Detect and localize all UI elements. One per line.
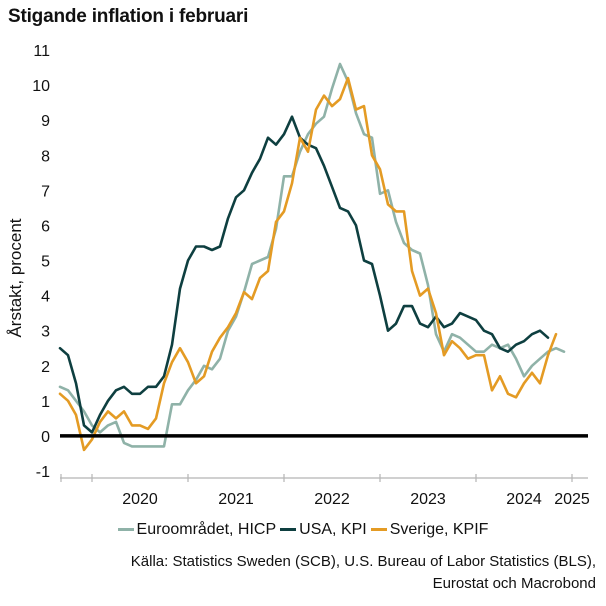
x-tick-label: 2023: [410, 491, 446, 508]
legend-item: USA, KPI: [280, 521, 367, 539]
y-tick-label: 0: [41, 429, 50, 446]
y-tick-label: -1: [36, 464, 50, 481]
series-lines: [58, 62, 566, 452]
y-tick-label: 4: [41, 289, 50, 306]
x-tick-label: 2022: [314, 491, 350, 508]
y-tick-label: 5: [41, 254, 50, 271]
series-line-2: [58, 115, 550, 434]
source-note: Källa: Statistics Sweden (SCB), U.S. Bur…: [6, 551, 596, 595]
y-axis-label: Årstakt, procent: [6, 218, 25, 337]
source-line-2: Eurostat och Macrobond: [432, 575, 596, 592]
y-tick-label: 2: [41, 359, 50, 376]
y-tick-labels: -1 0 1 2 3 4 5 6 7 8 9 10 11: [32, 43, 50, 481]
series-line-3: [58, 76, 558, 452]
y-tick-label: 6: [41, 218, 50, 235]
legend-swatch: [370, 528, 387, 531]
x-tick-label: 2020: [122, 491, 158, 508]
series-line-1: [58, 62, 566, 448]
x-tick-labels: 2020 2021 2022 2023 2024 2025: [122, 491, 590, 508]
y-tick-label: 3: [41, 324, 50, 341]
legend-item: Sverige, KPIF: [370, 520, 489, 539]
y-tick-label: 8: [41, 148, 50, 165]
y-tick-label: 7: [41, 183, 50, 200]
x-tick-label: 2024: [506, 491, 542, 508]
y-tick-label: 11: [33, 43, 50, 60]
x-tick-label: 2021: [218, 491, 254, 508]
y-tick-label: 9: [41, 113, 50, 130]
source-line-1: Källa: Statistics Sweden (SCB), U.S. Bur…: [130, 553, 596, 570]
legend: Euroområdet, HICP USA, KPI Sverige, KPIF: [0, 518, 606, 539]
legend-swatch: [117, 528, 134, 531]
y-tick-label: 10: [32, 78, 50, 95]
legend-item: Euroområdet, HICP: [117, 520, 277, 539]
legend-label: USA, KPI: [299, 520, 367, 538]
legend-label: Sverige, KPIF: [389, 520, 489, 538]
legend-swatch: [280, 528, 297, 531]
y-tick-label: 1: [41, 394, 50, 411]
chart-title: Stigande inflation i februari: [8, 6, 249, 27]
x-axis: [60, 474, 588, 482]
y-axis-label-group: Årstakt, procent: [6, 218, 25, 337]
x-tick-label: 2025: [554, 491, 590, 508]
legend-label: Euroområdet, HICP: [136, 520, 277, 538]
